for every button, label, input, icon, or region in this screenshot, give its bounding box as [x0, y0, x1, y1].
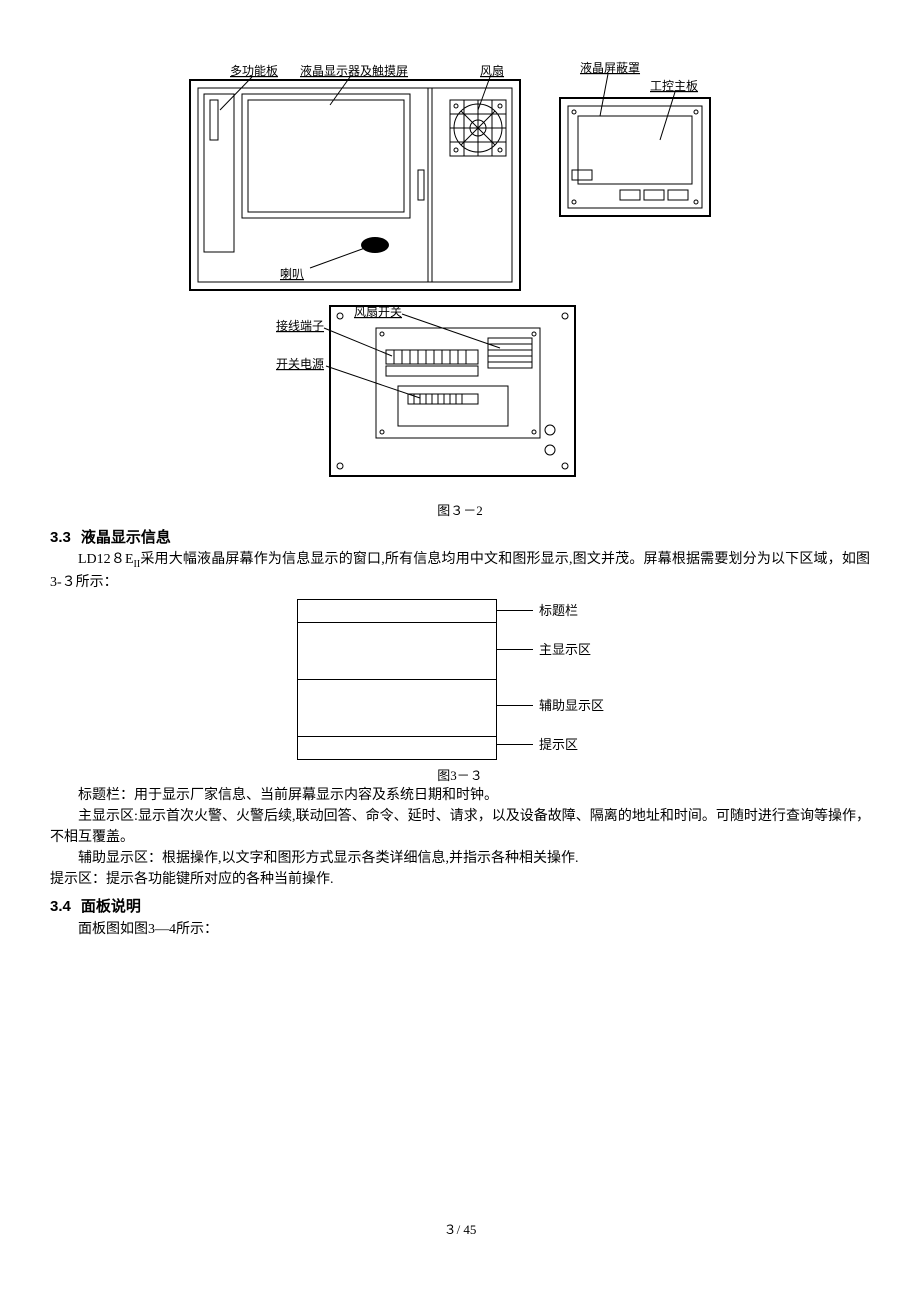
fig33-region [298, 680, 496, 737]
fig33-box [297, 599, 497, 760]
page-number: ３/ 45 [50, 1220, 870, 1240]
desc-main-area: 主显示区:显示首次火警、火警后续,联动回答、命令、延时、请求，以及设备故障、隔离… [50, 806, 870, 848]
desc-hint-area: 提示区：提示各功能键所对应的各种当前操作. [50, 869, 870, 890]
section-3-3-para1: LD12８EII采用大幅液晶屏幕作为信息显示的窗口,所有信息均用中文和图形显示,… [50, 549, 870, 593]
figure-3-3: 标题栏主显示区辅助显示区提示区 图3－３ [50, 599, 870, 786]
fig33-region-label: 辅助显示区 [539, 696, 604, 716]
figure-3-3-caption: 图3－３ [50, 766, 870, 786]
fig33-region [298, 623, 496, 680]
section-3-4-heading: 3.4 面板说明 [50, 896, 870, 919]
label-lcd-cover: 液晶屏蔽罩 [580, 60, 640, 75]
figure-3-2-svg: 多功能板 液晶显示器及触摸屏 风扇 喇叭 液晶屏蔽罩 工控主板 [180, 50, 740, 490]
label-power-switch: 开关电源 [276, 357, 324, 371]
fig33-region-label: 提示区 [539, 735, 578, 755]
label-terminal: 接线端子 [276, 318, 324, 333]
section-3-3-title: 液晶显示信息 [81, 529, 171, 546]
label-fan: 风扇 [480, 63, 504, 78]
label-fan-switch: 风扇开关 [354, 304, 402, 319]
fig33-region-label: 标题栏 [539, 601, 578, 621]
label-ipc-board: 工控主板 [650, 79, 698, 93]
label-speaker: 喇叭 [280, 266, 304, 281]
fig33-region [298, 737, 496, 759]
section-3-4-num: 3.4 [50, 898, 71, 915]
label-lcd-touch: 液晶显示器及触摸屏 [300, 63, 408, 78]
section-3-3-heading: 3.3 液晶显示信息 [50, 527, 870, 550]
fig33-region-label: 主显示区 [539, 640, 591, 660]
section-3-4-para: 面板图如图3—4所示： [50, 919, 870, 940]
figure-3-2: 多功能板 液晶显示器及触摸屏 风扇 喇叭 液晶屏蔽罩 工控主板 [50, 50, 870, 521]
desc-title-bar: 标题栏：用于显示厂家信息、当前屏幕显示内容及系统日期和时钟。 [50, 785, 870, 806]
label-multi-board: 多功能板 [230, 64, 278, 78]
desc-aux-area: 辅助显示区：根据操作,以文字和图形方式显示各类详细信息,并指示各种相关操作. [50, 848, 870, 869]
figure-3-2-caption: 图３－2 [50, 501, 870, 521]
fig33-region [298, 600, 496, 623]
section-3-4-title: 面板说明 [81, 898, 141, 915]
section-3-3-num: 3.3 [50, 529, 71, 546]
